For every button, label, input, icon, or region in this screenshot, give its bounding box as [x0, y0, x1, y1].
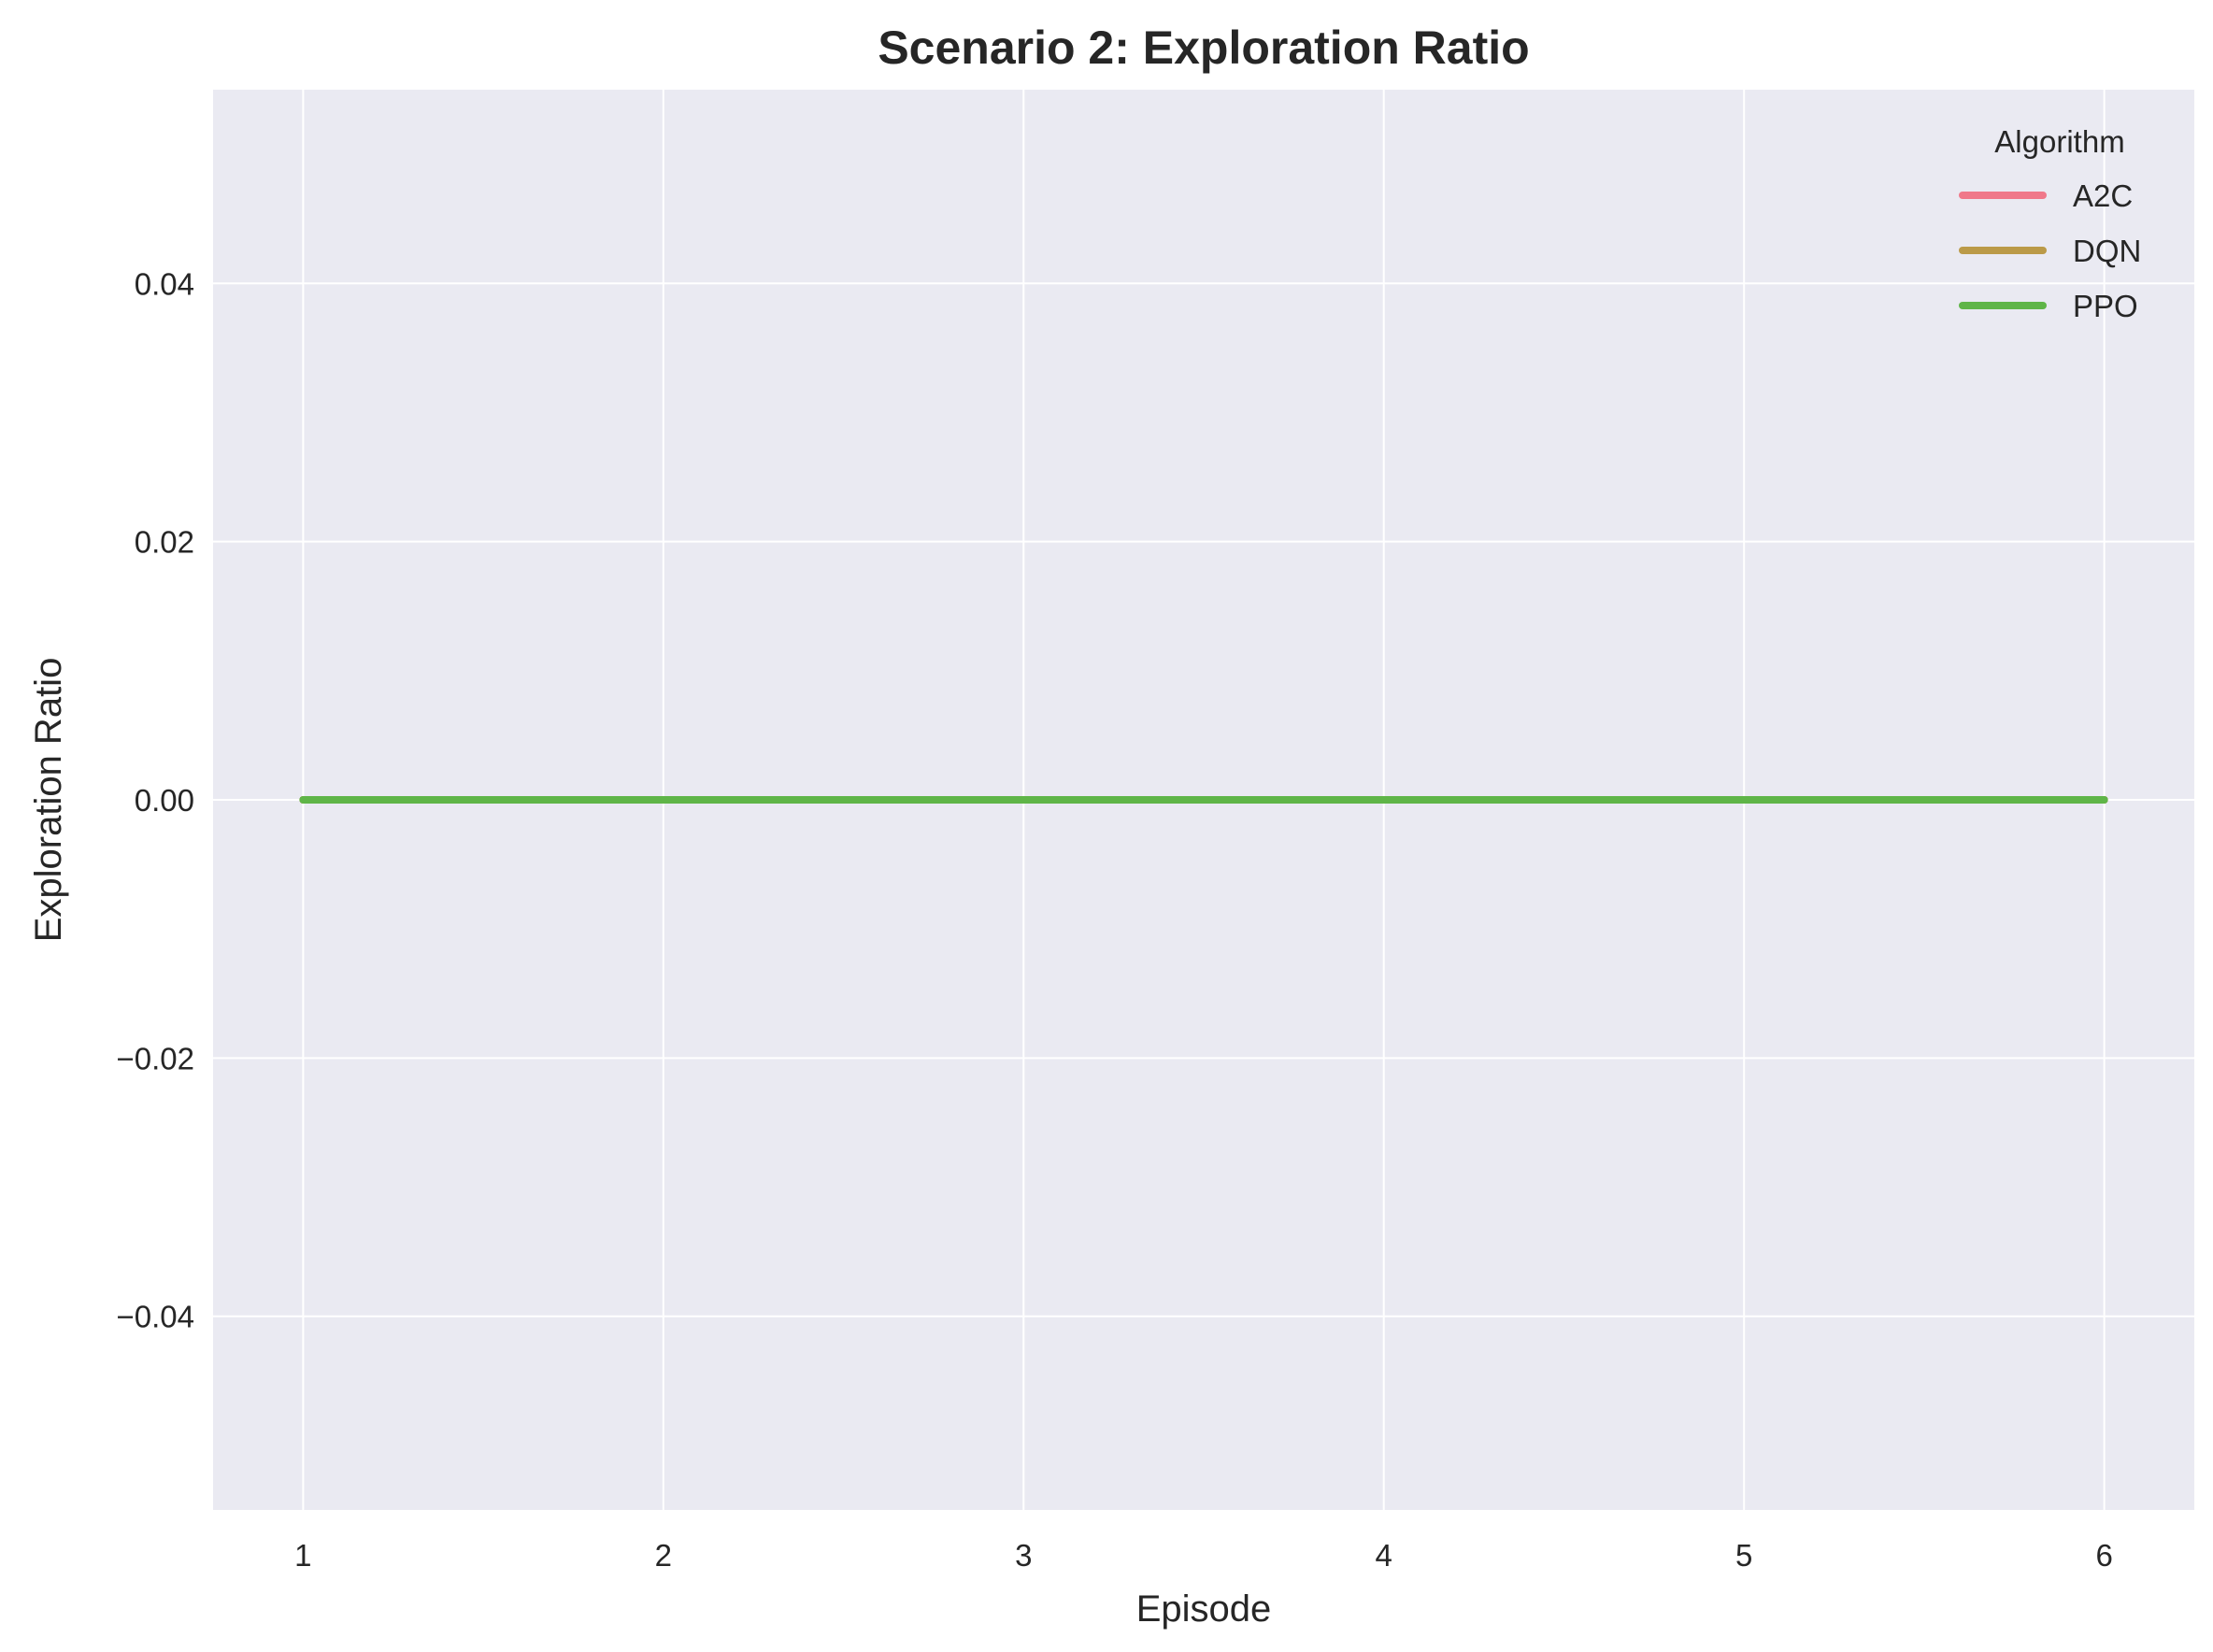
y-tick-label: 0.04	[135, 266, 194, 301]
x-axis-label: Episode	[1136, 1588, 1272, 1630]
legend-label-a2c: A2C	[2073, 178, 2133, 213]
chart-title: Scenario 2: Exploration Ratio	[878, 21, 1529, 74]
y-axis-label: Exploration Ratio	[28, 658, 69, 943]
x-tick-label: 5	[1735, 1538, 1752, 1573]
y-tick-label: −0.02	[117, 1041, 195, 1075]
legend-label-dqn: DQN	[2073, 234, 2141, 268]
x-axis-ticks: 1 2 3 4 5 6	[294, 1538, 2113, 1573]
y-tick-label: 0.00	[135, 783, 194, 818]
legend-label-ppo: PPO	[2073, 289, 2138, 323]
legend-items: A2C DQN PPO	[1959, 178, 2141, 323]
x-tick-label: 4	[1376, 1538, 1392, 1573]
y-axis-ticks: −0.04 −0.02 0.00 0.02 0.04	[117, 266, 195, 1333]
y-tick-label: −0.04	[117, 1300, 195, 1334]
x-tick-label: 3	[1015, 1538, 1032, 1573]
x-tick-label: 6	[2095, 1538, 2112, 1573]
legend: Algorithm A2C DQN PPO	[1959, 124, 2141, 323]
y-tick-label: 0.02	[135, 525, 194, 560]
x-tick-label: 1	[294, 1538, 311, 1573]
x-tick-label: 2	[655, 1538, 672, 1573]
legend-title: Algorithm	[1994, 124, 2124, 159]
